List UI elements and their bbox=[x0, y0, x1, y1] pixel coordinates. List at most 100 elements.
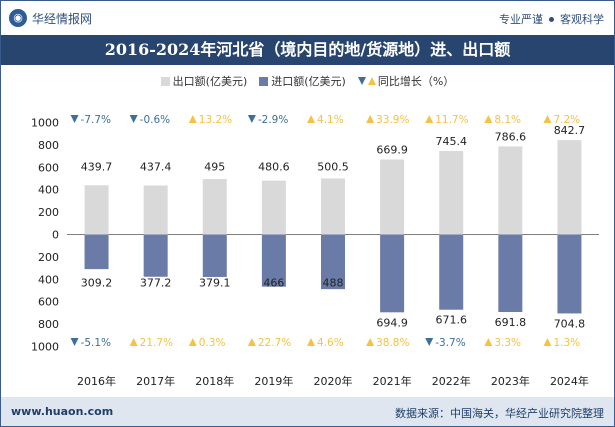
import-value-label: 704.8 bbox=[554, 317, 586, 330]
export-growth-label: 13.2% bbox=[199, 114, 232, 126]
import-bar bbox=[321, 234, 345, 290]
y-tick-label: 400 bbox=[38, 184, 59, 197]
legend-export-swatch bbox=[160, 76, 170, 86]
export-value-label: 480.6 bbox=[258, 161, 290, 174]
import-value-label: 671.6 bbox=[435, 314, 467, 327]
import-value-label: 379.1 bbox=[199, 277, 231, 290]
y-tick-label: 200 bbox=[38, 251, 59, 264]
x-tick-label: 2018年 bbox=[195, 374, 234, 388]
x-tick-label: 2016年 bbox=[77, 374, 116, 388]
legend-growth: 同比增长（%） bbox=[357, 73, 455, 89]
export-bar bbox=[261, 180, 286, 235]
growth-down-icon bbox=[247, 115, 256, 123]
growth-up-icon bbox=[484, 115, 493, 123]
growth-up-icon bbox=[543, 338, 552, 346]
export-growth-label: -0.6% bbox=[140, 114, 170, 126]
import-value-label: 377.2 bbox=[140, 277, 172, 290]
growth-down-icon bbox=[425, 338, 434, 346]
export-growth-label: 8.1% bbox=[494, 114, 521, 126]
export-growth-label: 33.9% bbox=[376, 114, 409, 126]
import-bar bbox=[202, 234, 227, 277]
export-bar bbox=[498, 146, 523, 235]
brand-name: 华经情报网 bbox=[32, 11, 93, 26]
growth-up-icon bbox=[307, 115, 315, 123]
y-tick-label: 0 bbox=[52, 229, 59, 242]
import-bar bbox=[84, 234, 109, 270]
export-growth-label: 7.2% bbox=[553, 114, 580, 126]
growth-down-icon bbox=[129, 115, 138, 123]
import-bar bbox=[498, 234, 523, 312]
export-bar bbox=[84, 185, 109, 235]
growth-up-icon bbox=[307, 338, 315, 346]
y-tick-label: 800 bbox=[38, 318, 59, 331]
import-growth-label: 0.3% bbox=[199, 337, 226, 349]
export-value-label: 495 bbox=[204, 161, 225, 174]
growth-up-icon bbox=[425, 115, 434, 123]
import-value-label: 309.2 bbox=[81, 277, 113, 290]
x-tick-label: 2019年 bbox=[254, 374, 293, 388]
growth-up-icon bbox=[188, 115, 197, 123]
import-bar bbox=[439, 234, 464, 310]
legend-export-label: 出口额(亿美元) bbox=[172, 75, 248, 88]
growth-down-icon bbox=[70, 115, 79, 123]
export-value-label: 500.5 bbox=[317, 161, 349, 174]
import-value-label: 466 bbox=[263, 277, 284, 290]
y-tick-label: 200 bbox=[38, 206, 59, 219]
y-tick-label: 400 bbox=[38, 273, 59, 286]
import-value-label: 488 bbox=[323, 277, 344, 290]
chart-legend: 出口额(亿美元) 进口额(亿美元) 同比增长（%） bbox=[1, 73, 614, 89]
x-tick-label: 2022年 bbox=[432, 374, 471, 388]
legend-growth-icon bbox=[357, 77, 376, 85]
legend-import: 进口额(亿美元) bbox=[259, 73, 346, 89]
x-tick-label: 2017年 bbox=[136, 374, 175, 388]
import-growth-label: 38.8% bbox=[376, 337, 409, 349]
x-tick-label: 2021年 bbox=[373, 374, 412, 388]
export-value-label: 786.6 bbox=[495, 130, 527, 143]
y-tick-label: 1000 bbox=[31, 341, 59, 354]
export-bar bbox=[321, 178, 345, 235]
growth-up-icon bbox=[484, 338, 493, 346]
export-value-label: 437.4 bbox=[140, 161, 172, 174]
export-bar bbox=[439, 151, 464, 235]
import-growth-label: 22.7% bbox=[258, 337, 291, 349]
growth-up-icon bbox=[129, 338, 138, 346]
export-value-label: 745.4 bbox=[435, 135, 467, 148]
export-bar bbox=[557, 140, 582, 235]
footer-site-link[interactable]: www.huaon.com bbox=[11, 405, 114, 418]
export-growth-label: -2.9% bbox=[258, 114, 288, 126]
slogan-right: 客观科学 bbox=[560, 13, 604, 26]
import-growth-label: 3.3% bbox=[494, 337, 521, 349]
import-value-label: 691.8 bbox=[495, 316, 527, 329]
export-bar bbox=[143, 185, 168, 235]
legend-import-label: 进口额(亿美元) bbox=[271, 75, 346, 88]
y-tick-label: 1000 bbox=[31, 117, 59, 130]
legend-export: 出口额(亿美元) bbox=[160, 73, 248, 89]
growth-up-icon bbox=[188, 338, 197, 346]
x-tick-label: 2024年 bbox=[550, 374, 589, 388]
x-tick-label: 2023年 bbox=[491, 374, 530, 388]
legend-import-swatch bbox=[259, 76, 269, 86]
y-tick-label: 600 bbox=[38, 296, 59, 309]
import-bar bbox=[557, 234, 582, 314]
export-growth-label: 4.1% bbox=[317, 114, 344, 126]
import-bar bbox=[380, 234, 405, 313]
import-growth-label: 1.3% bbox=[553, 337, 580, 349]
legend-growth-label: 同比增长（%） bbox=[377, 75, 455, 88]
import-growth-label: 21.7% bbox=[140, 337, 173, 349]
y-tick-label: 600 bbox=[38, 161, 59, 174]
brand-logo[interactable]: ◉ 华经情报网 bbox=[9, 9, 92, 27]
x-tick-label: 2020年 bbox=[314, 374, 353, 388]
footer: www.huaon.com 数据来源：中国海关，华经产业研究院整理 bbox=[1, 397, 614, 426]
footer-source: 数据来源：中国海关，华经产业研究院整理 bbox=[395, 407, 604, 420]
growth-up-icon bbox=[543, 115, 552, 123]
export-growth-label: 11.7% bbox=[435, 114, 468, 126]
y-tick-label: 800 bbox=[38, 139, 59, 152]
brand-logo-icon: ◉ bbox=[9, 9, 27, 27]
export-value-label: 439.7 bbox=[81, 161, 113, 174]
import-growth-label: 4.6% bbox=[317, 337, 344, 349]
top-bar: ◉ 华经情报网 专业严谨 客观科学 bbox=[1, 1, 614, 35]
import-growth-label: -3.7% bbox=[435, 337, 465, 349]
export-bar bbox=[202, 179, 227, 235]
slogan-dot-icon bbox=[549, 16, 554, 22]
